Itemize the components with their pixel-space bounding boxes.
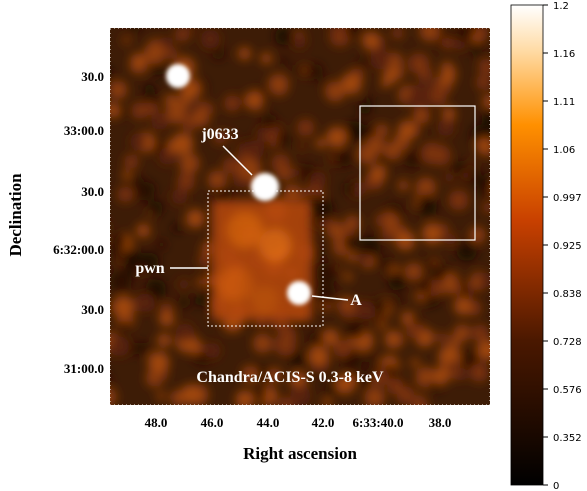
annotation: j0633 xyxy=(200,126,238,143)
colorbar xyxy=(510,4,544,486)
colorbar-label: 0 xyxy=(553,481,559,491)
colorbar-label: 0.576 xyxy=(553,385,582,396)
x-axis-label: Right ascension xyxy=(243,444,357,463)
x-tick-label: 6:33:40.0 xyxy=(353,415,404,430)
sky-image xyxy=(110,28,490,405)
colorbar-label: 0.838 xyxy=(553,289,582,300)
x-tick-label: 42.0 xyxy=(312,415,335,430)
colorbar-label: 0.352 xyxy=(553,433,582,444)
colorbar-label: 0.925 xyxy=(553,241,582,252)
x-tick-label: 38.0 xyxy=(429,415,452,430)
x-tick-label: 44.0 xyxy=(257,415,280,430)
colorbar-label: 1.2 xyxy=(553,1,569,12)
plot-frame xyxy=(109,27,491,406)
background-region xyxy=(359,105,476,241)
annotation: A xyxy=(350,292,362,309)
colorbar-label: 1.11 xyxy=(553,97,575,108)
annotation: Chandra/ACIS-S 0.3-8 keV xyxy=(196,369,384,386)
annotation: pwn xyxy=(135,260,164,277)
colorbar-label: 1.16 xyxy=(553,49,575,60)
y-axis-label: Declination xyxy=(6,173,25,257)
y-tick-label: 30.0 xyxy=(81,69,104,84)
colorbar-label: 0.997 xyxy=(553,193,582,204)
y-tick-label: 31:00.0 xyxy=(64,361,104,376)
y-tick-label: 30.0 xyxy=(81,302,104,317)
y-tick-label: 33:00.0 xyxy=(64,123,104,138)
pwn-region xyxy=(207,190,324,327)
colorbar-label: 1.06 xyxy=(553,145,575,156)
colorbar-label: 0.728 xyxy=(553,337,582,348)
y-tick-label: 6:32:00.0 xyxy=(53,242,104,257)
x-tick-label: 48.0 xyxy=(145,415,168,430)
x-tick-label: 46.0 xyxy=(201,415,224,430)
y-tick-label: 30.0 xyxy=(81,184,104,199)
